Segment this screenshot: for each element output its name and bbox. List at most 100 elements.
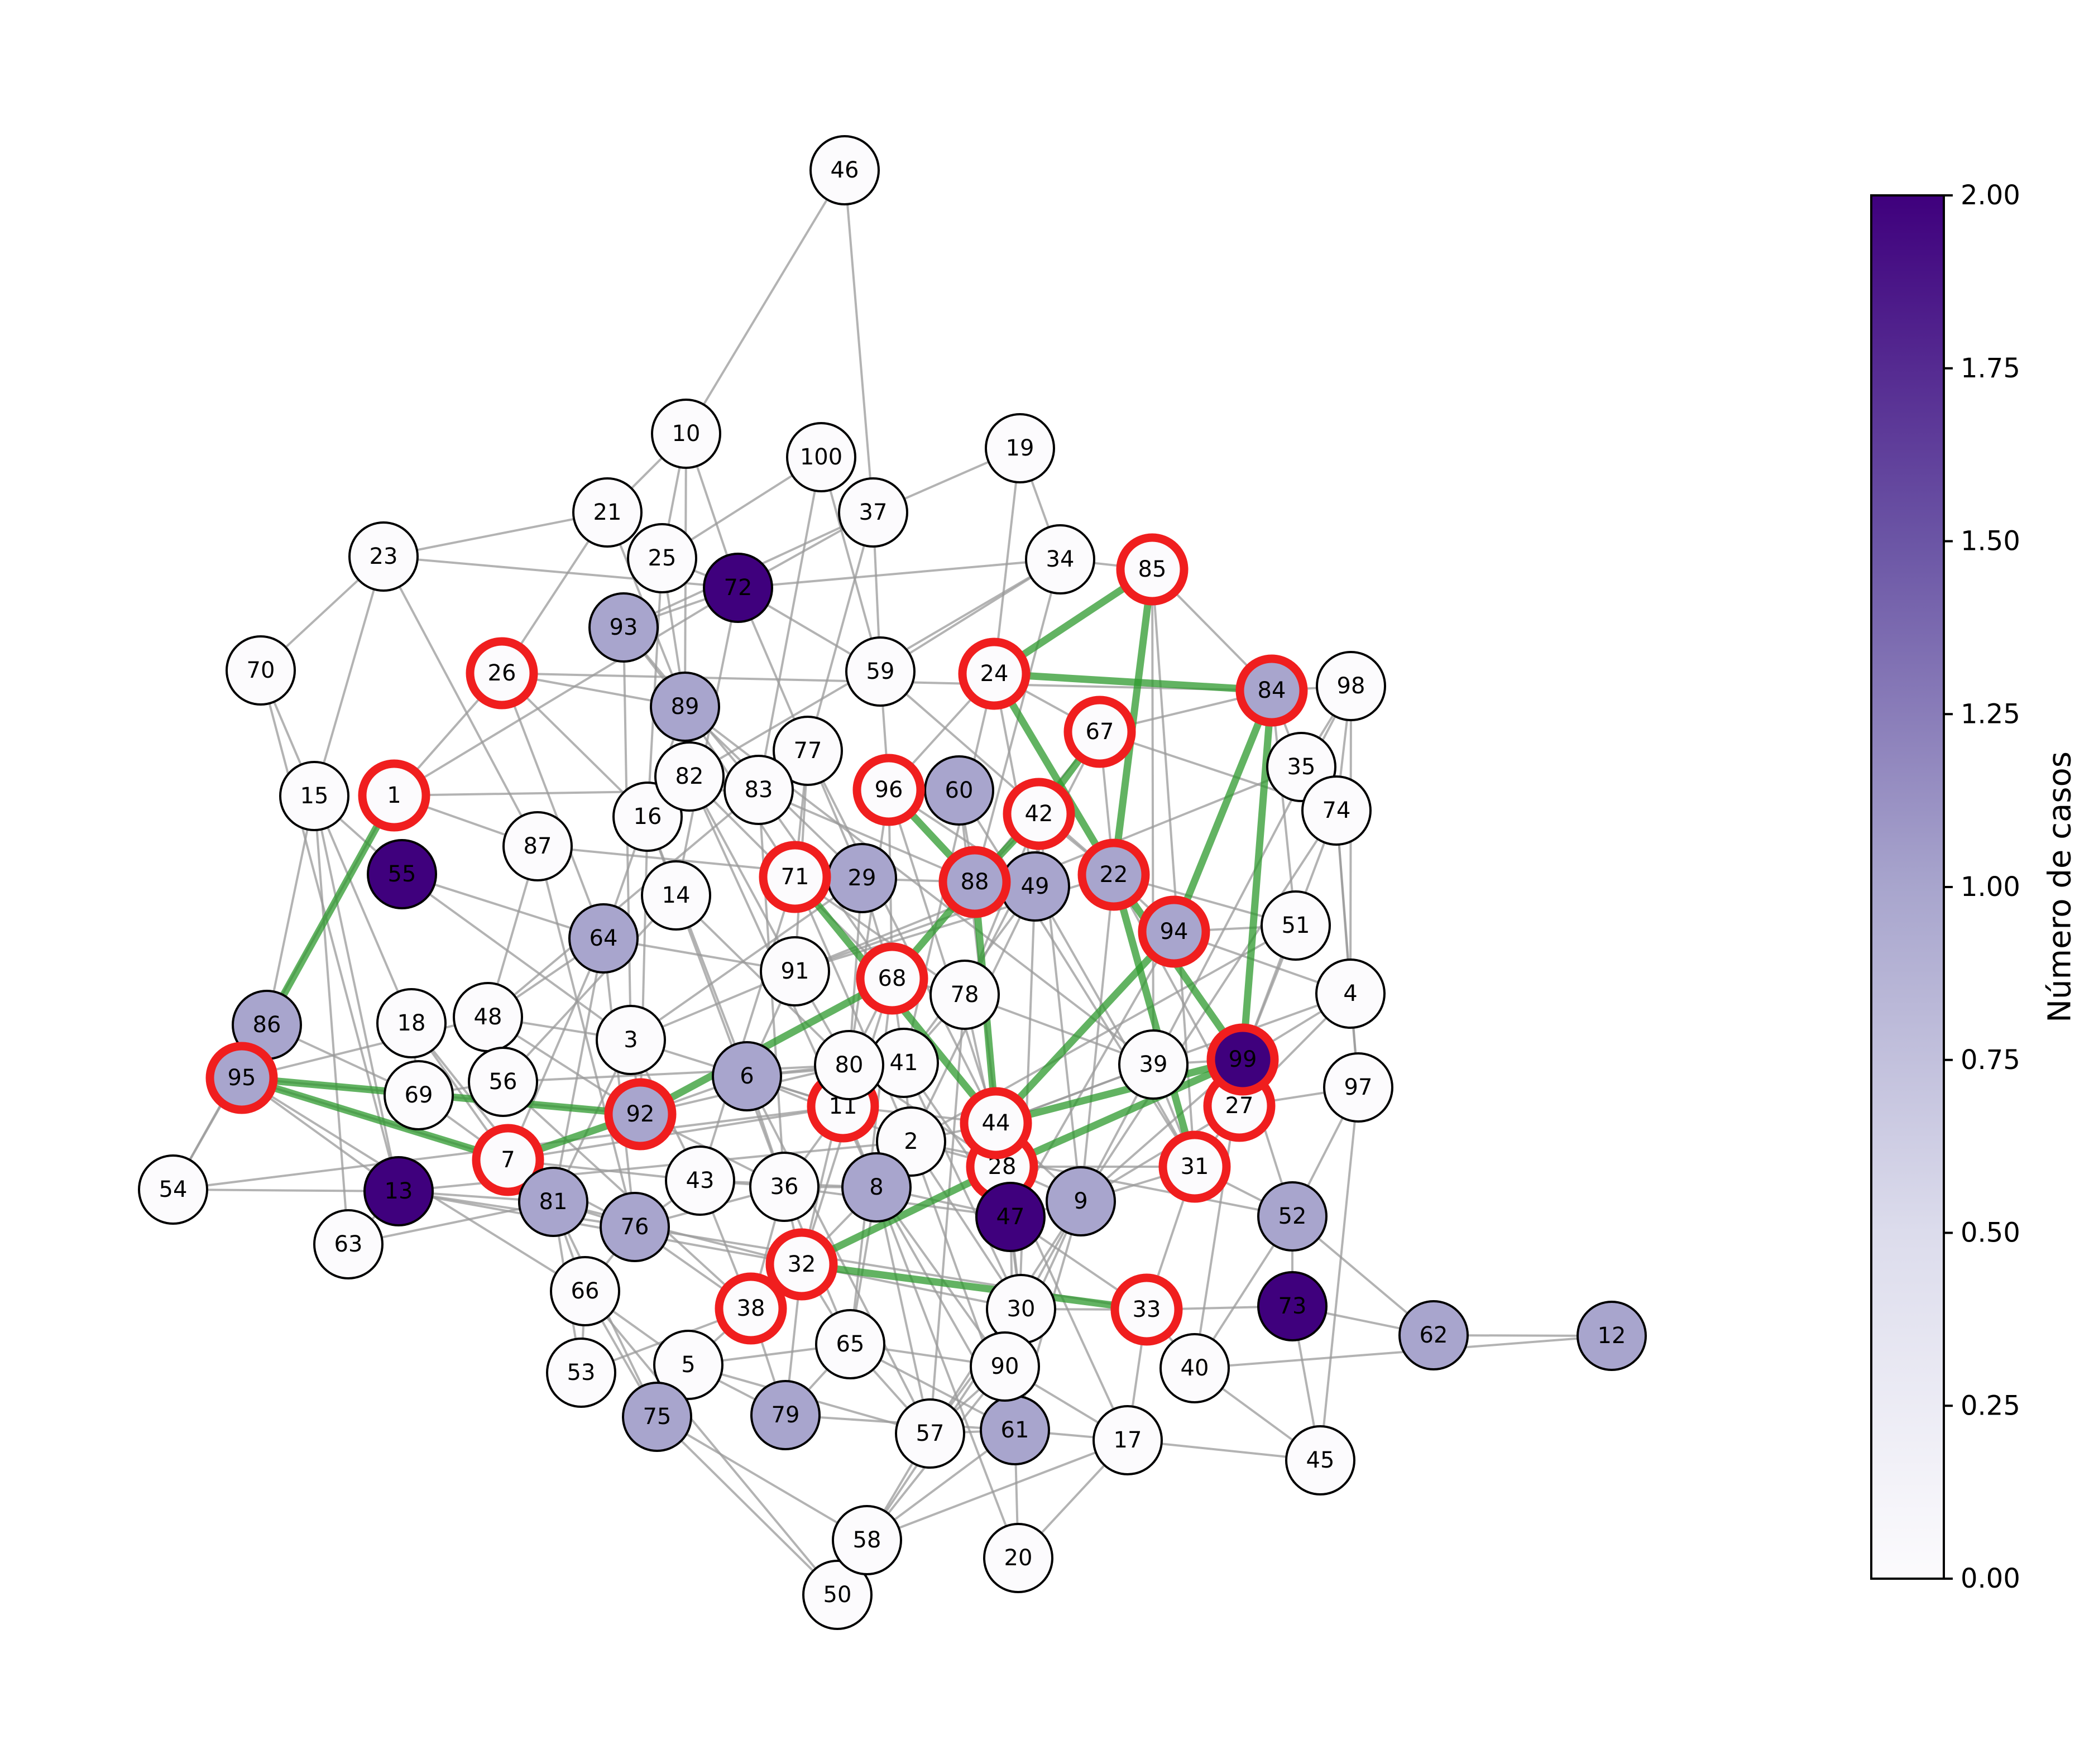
node-72: 72 bbox=[703, 553, 773, 623]
edge-6-57 bbox=[746, 1076, 931, 1434]
edge-55-64 bbox=[401, 873, 604, 939]
node-57: 57 bbox=[895, 1398, 965, 1469]
node-circle bbox=[367, 839, 437, 909]
node-circle bbox=[550, 1256, 620, 1326]
node-label: 93 bbox=[610, 615, 638, 640]
node-46: 46 bbox=[809, 135, 880, 205]
edge-75-58 bbox=[656, 1416, 868, 1541]
highlight-edge-84-94 bbox=[1170, 687, 1276, 936]
node-circle bbox=[650, 672, 720, 742]
node-86: 86 bbox=[232, 990, 302, 1060]
node-label: 62 bbox=[1420, 1322, 1448, 1348]
highlight-edge-95-7 bbox=[238, 1074, 512, 1164]
node-79: 79 bbox=[750, 1380, 821, 1450]
node-label: 29 bbox=[848, 865, 876, 891]
node-circle bbox=[809, 135, 880, 205]
node-circle bbox=[1261, 890, 1331, 961]
node-9: 9 bbox=[1046, 1166, 1116, 1236]
node-15: 15 bbox=[279, 761, 349, 831]
node-61: 61 bbox=[980, 1395, 1050, 1465]
node-93: 93 bbox=[588, 592, 659, 663]
node-84: 84 bbox=[1235, 654, 1308, 727]
node-circle bbox=[852, 754, 925, 826]
node-66: 66 bbox=[550, 1256, 620, 1326]
node-94: 94 bbox=[1138, 895, 1210, 968]
node-82: 82 bbox=[654, 741, 725, 812]
node-label: 26 bbox=[488, 660, 516, 686]
node-label: 67 bbox=[1086, 719, 1114, 745]
highlight-edge-94-44 bbox=[992, 928, 1178, 1127]
node-71: 71 bbox=[759, 841, 831, 913]
node-40: 40 bbox=[1159, 1333, 1230, 1403]
edge-78-57 bbox=[929, 994, 966, 1434]
node-circle bbox=[1285, 1425, 1355, 1495]
node-60: 60 bbox=[924, 755, 994, 826]
node-circle bbox=[765, 1228, 838, 1301]
node-label: 48 bbox=[474, 1004, 502, 1030]
node-77: 77 bbox=[773, 716, 843, 786]
node-label: 8 bbox=[869, 1175, 883, 1200]
node-circle bbox=[468, 1047, 538, 1117]
edge-64-76 bbox=[602, 938, 636, 1228]
node-label: 91 bbox=[781, 958, 809, 984]
node-circle bbox=[960, 1087, 1032, 1159]
node-circle bbox=[1138, 895, 1210, 968]
node-circle bbox=[985, 413, 1055, 483]
node-52: 52 bbox=[1257, 1181, 1328, 1252]
node-label: 53 bbox=[567, 1360, 596, 1386]
node-label: 73 bbox=[1278, 1293, 1307, 1319]
node-label: 75 bbox=[643, 1404, 672, 1430]
node-54: 54 bbox=[138, 1154, 208, 1225]
node-37: 37 bbox=[838, 477, 908, 548]
edge-83-88 bbox=[758, 789, 975, 883]
node-circle bbox=[703, 553, 773, 623]
node-circle bbox=[856, 942, 928, 1015]
edge-75-50 bbox=[656, 1416, 838, 1596]
node-label: 31 bbox=[1181, 1154, 1209, 1180]
node-label: 63 bbox=[334, 1231, 363, 1257]
node-47: 47 bbox=[975, 1182, 1046, 1252]
edge-97-45 bbox=[1319, 1087, 1359, 1461]
node-circle bbox=[472, 1124, 544, 1196]
node-69: 69 bbox=[384, 1060, 454, 1130]
node-87: 87 bbox=[502, 811, 573, 881]
node-1: 1 bbox=[358, 759, 430, 832]
edge-55-3 bbox=[401, 873, 632, 1041]
node-label: 38 bbox=[737, 1296, 765, 1321]
node-39: 39 bbox=[1118, 1029, 1189, 1100]
node-label: 25 bbox=[648, 545, 677, 571]
node-label: 61 bbox=[1001, 1417, 1029, 1443]
highlight-edge-92-68 bbox=[636, 975, 896, 1118]
node-circle bbox=[651, 399, 721, 469]
colorbar-ticks: 0.00 0.25 0.50 0.75 1.00 1.25 1.50 1.75 2.00 bbox=[1944, 180, 2020, 1594]
edge-15-86 bbox=[266, 795, 315, 1025]
node-92: 92 bbox=[604, 1078, 677, 1151]
edge-100-59 bbox=[820, 457, 881, 672]
node-32: 32 bbox=[765, 1228, 838, 1301]
node-label: 22 bbox=[1100, 862, 1128, 888]
node-label: 21 bbox=[593, 500, 622, 525]
node-label: 42 bbox=[1025, 801, 1053, 827]
colorbar-tick-label: 0.50 bbox=[1961, 1217, 2020, 1249]
colorbar-tick-label: 1.75 bbox=[1961, 353, 2020, 384]
node-label: 19 bbox=[1006, 435, 1034, 461]
node-label: 68 bbox=[878, 966, 907, 991]
node-circle bbox=[1235, 654, 1308, 727]
node-33: 33 bbox=[1110, 1273, 1183, 1346]
node-label: 52 bbox=[1278, 1204, 1307, 1229]
node-circle bbox=[1206, 1023, 1279, 1096]
node-label: 47 bbox=[996, 1204, 1025, 1230]
node-label: 43 bbox=[686, 1168, 715, 1193]
node-4: 4 bbox=[1315, 958, 1386, 1029]
node-68: 68 bbox=[856, 942, 928, 1015]
node-circle bbox=[958, 637, 1031, 710]
node-100: 100 bbox=[786, 422, 856, 492]
node-circle bbox=[815, 1309, 885, 1379]
node-circle bbox=[376, 988, 447, 1058]
colorbar-label: Número de casos bbox=[2042, 751, 2078, 1023]
node-circle bbox=[749, 1152, 820, 1222]
node-43: 43 bbox=[665, 1145, 735, 1216]
node-circle bbox=[1025, 524, 1095, 595]
node-7: 7 bbox=[472, 1124, 544, 1196]
